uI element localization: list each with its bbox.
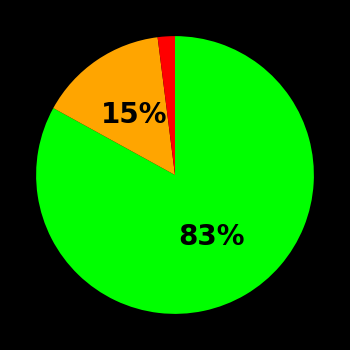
Wedge shape — [36, 36, 314, 314]
Wedge shape — [53, 37, 175, 175]
Text: 15%: 15% — [101, 101, 168, 129]
Text: 83%: 83% — [178, 223, 245, 251]
Wedge shape — [158, 36, 175, 175]
